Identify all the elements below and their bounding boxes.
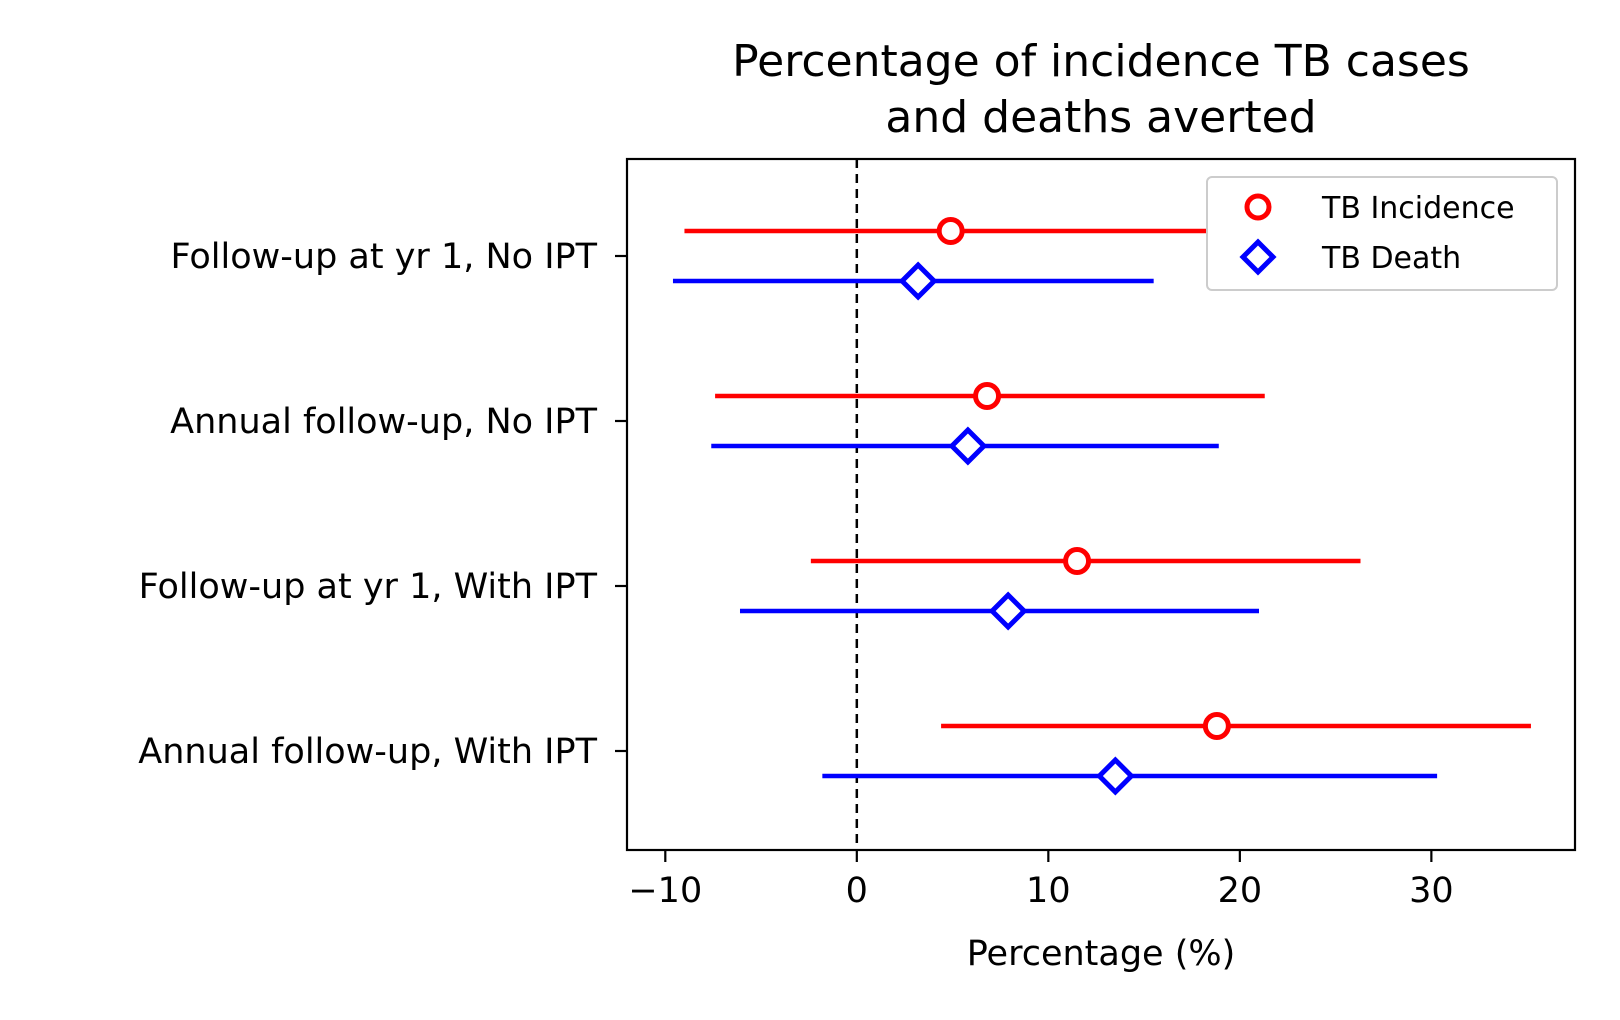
- plot-frame: [625, 157, 1577, 852]
- tb-death-point-0: [898, 261, 938, 301]
- tb-death-point-2: [988, 591, 1028, 631]
- chart-title-line-2: and deaths averted: [885, 92, 1316, 143]
- y-tick-label-annual-follow-up-no-ipt: Annual follow-up, No IPT: [170, 402, 597, 442]
- chart-title-line-1: Percentage of incidence TB cases: [732, 36, 1470, 87]
- legend: TB Incidence TB Death: [1206, 176, 1558, 291]
- tb-incidence-point-0: [936, 217, 965, 245]
- legend-box: [1206, 176, 1558, 291]
- legend-label-tb-death: TB Death: [1321, 241, 1461, 276]
- y-tick-label-annual-follow-up-with-ipt: Annual follow-up, With IPT: [138, 732, 597, 772]
- tb-incidence-point-2: [1063, 547, 1092, 575]
- x-tick-label-3: 20: [1218, 871, 1263, 911]
- x-tick-label-2: 10: [1026, 871, 1071, 911]
- x-tick-label-0: −10: [628, 871, 702, 911]
- tb-death-point-3: [1095, 756, 1135, 796]
- legend-marker-tb-death: [1239, 238, 1277, 276]
- tb-incidence-point-3: [1202, 712, 1231, 740]
- legend-marker-tb-incidence: [1244, 193, 1272, 221]
- y-tick-label-follow-up-at-yr-1-no-ipt: Follow-up at yr 1, No IPT: [170, 237, 597, 277]
- x-tick-label-1: 0: [846, 871, 868, 911]
- x-tick-label-4: 30: [1409, 871, 1454, 911]
- tb-incidence-point-1: [973, 382, 1002, 410]
- tb-death-point-1: [948, 426, 988, 466]
- x-axis-label: Percentage (%): [967, 934, 1236, 974]
- y-tick-label-follow-up-at-yr-1-with-ipt: Follow-up at yr 1, With IPT: [139, 567, 598, 607]
- legend-label-tb-incidence: TB Incidence: [1321, 191, 1515, 226]
